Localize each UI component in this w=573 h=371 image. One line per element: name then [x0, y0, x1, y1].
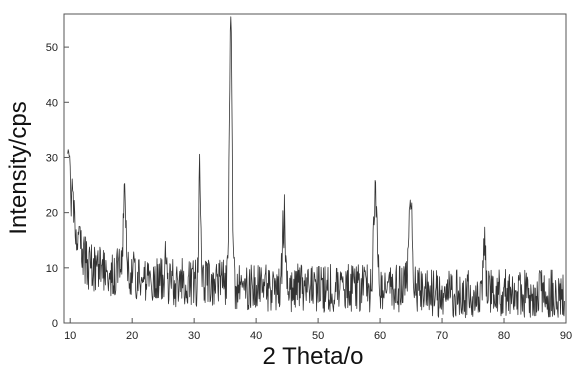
x-tick-label: 40 [250, 330, 262, 342]
y-tick-label: 50 [46, 42, 58, 54]
x-axis-ticks: 10 20 30 40 50 60 70 80 90 [64, 318, 572, 342]
plot-frame [63, 13, 567, 324]
y-tick-label: 20 [46, 208, 58, 220]
x-tick-label: 80 [498, 330, 510, 342]
y-axis-label: Intensity/cps [5, 101, 32, 234]
x-tick-label: 10 [64, 330, 76, 342]
x-tick-label: 50 [312, 330, 324, 342]
y-tick-label: 40 [46, 97, 58, 109]
x-tick-label: 30 [188, 330, 200, 342]
xrd-pattern-line [67, 16, 565, 319]
y-tick-label: 30 [46, 152, 58, 164]
x-tick-label: 20 [126, 330, 138, 342]
x-tick-label: 70 [436, 330, 448, 342]
x-axis-label: 2 Theta/o [263, 343, 364, 370]
y-tick-label: 10 [46, 263, 58, 275]
x-tick-label: 60 [374, 330, 386, 342]
y-axis-ticks: 0 10 20 30 40 50 [46, 42, 69, 330]
y-tick-label: 0 [52, 318, 58, 330]
x-tick-label: 90 [560, 330, 572, 342]
